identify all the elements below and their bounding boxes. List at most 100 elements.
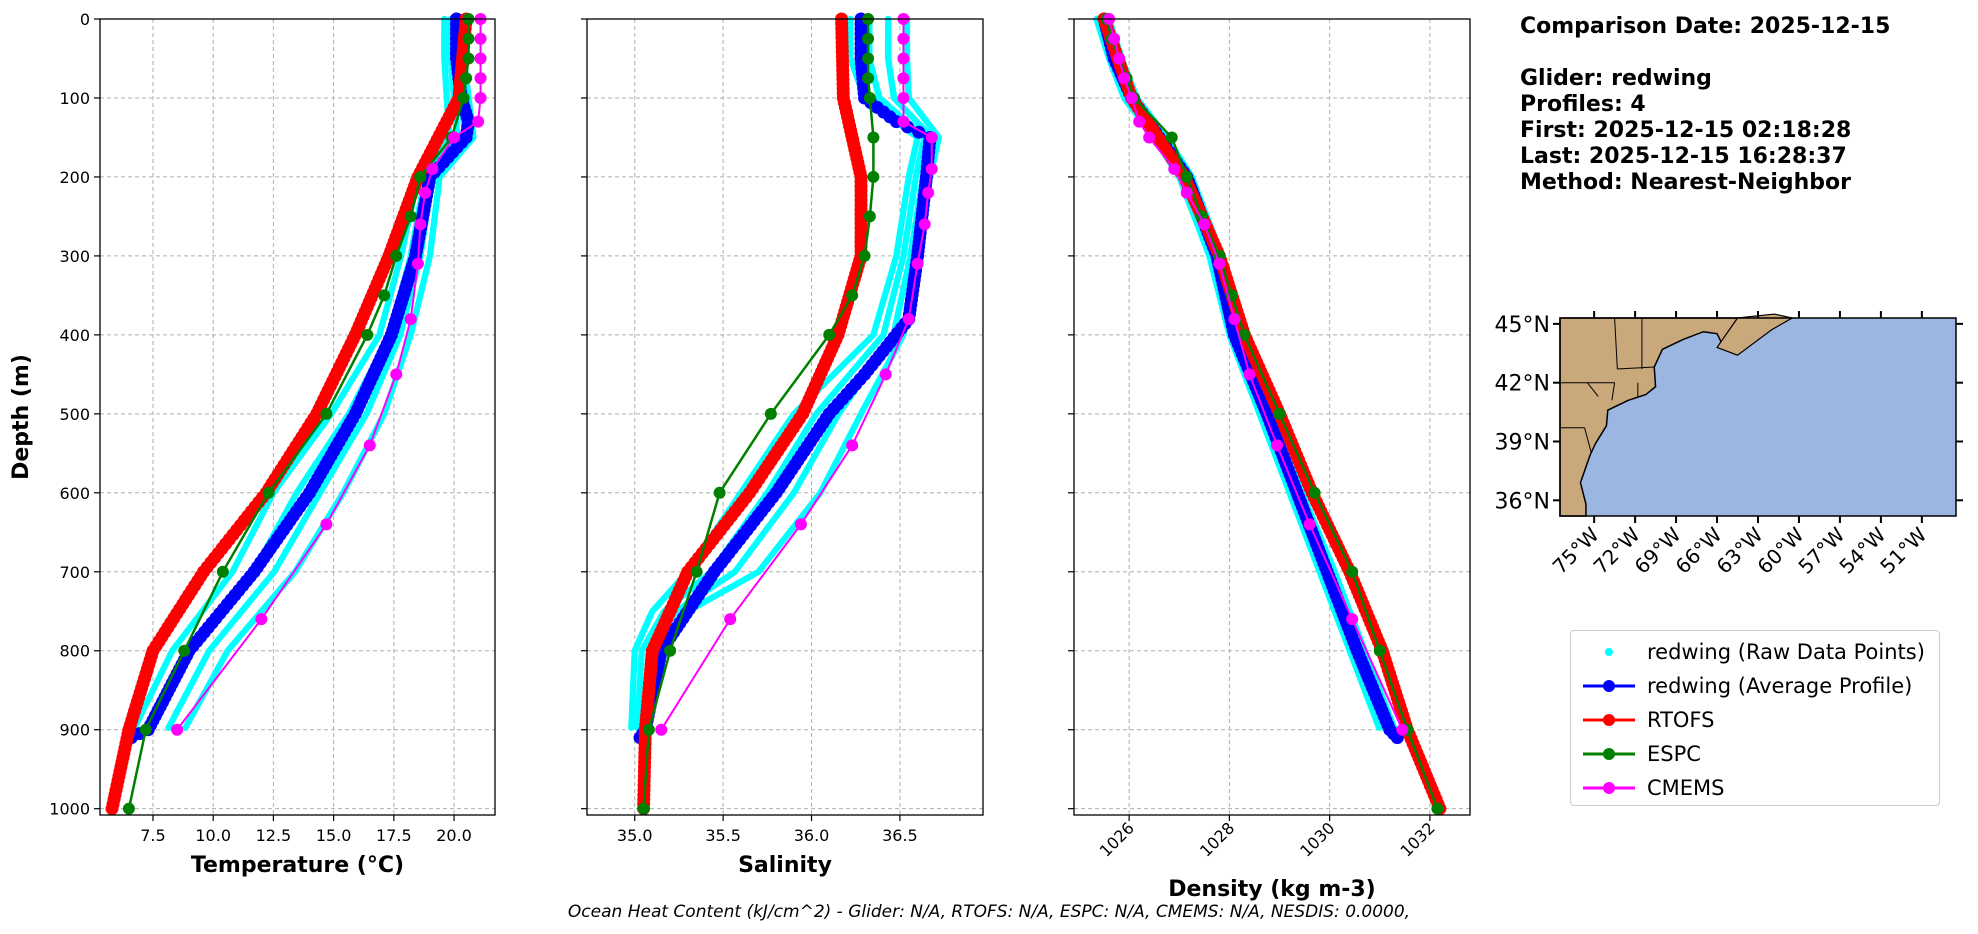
series-line-redwing-average-profile- [128, 16, 472, 741]
data-point [724, 613, 737, 626]
series-markers [633, 12, 937, 745]
raw-point [182, 724, 189, 731]
y-tick-label: 600 [59, 484, 90, 503]
data-point [902, 313, 915, 326]
y-tick-label: 400 [59, 326, 90, 345]
y-tick-label: 700 [59, 563, 90, 582]
series-markers [655, 13, 938, 736]
x-tick-label: 35.0 [617, 826, 653, 845]
salinity-panel: 35.0 35.5 36.0 36.5 Salinity [581, 12, 984, 878]
data-point [867, 170, 880, 183]
data-point [922, 186, 935, 199]
data-point [122, 802, 135, 815]
x-axis-label: Salinity [738, 853, 832, 878]
data-point [460, 72, 473, 85]
axes-frame [99, 18, 496, 816]
data-point [419, 186, 432, 199]
raw-data-points [131, 15, 477, 731]
data-point [171, 723, 184, 736]
raw-point [165, 724, 172, 731]
raw-point [628, 724, 635, 731]
data-point [897, 32, 910, 45]
data-point [472, 115, 485, 128]
data-point [637, 802, 650, 815]
series-markers [105, 12, 473, 816]
data-point [139, 723, 152, 736]
data-point [918, 218, 931, 231]
data-point [925, 131, 938, 144]
data-point [448, 131, 461, 144]
data-point [794, 518, 807, 531]
data-point [474, 72, 487, 85]
data-point [764, 407, 777, 420]
data-point [862, 72, 875, 85]
data-point [426, 163, 439, 176]
data-point [823, 328, 836, 341]
data-point [925, 163, 938, 176]
data-point [363, 439, 376, 452]
data-point [664, 644, 677, 657]
data-point [404, 210, 417, 223]
x-tick-label: 12.5 [256, 826, 292, 845]
series-line-cmems [176, 18, 482, 731]
data-point [862, 32, 875, 45]
y-axis-label: Depth (m) [9, 354, 34, 480]
y-tick-label: 100 [59, 89, 90, 108]
data-point [642, 723, 655, 736]
data-point [655, 723, 668, 736]
data-point [320, 407, 333, 420]
data-point [474, 32, 487, 45]
data-point [462, 32, 475, 45]
data-point [897, 91, 910, 104]
data-point [411, 257, 424, 270]
y-tick-label: 300 [59, 247, 90, 266]
data-point [867, 131, 880, 144]
x-axis-label: Temperature (°C) [191, 853, 404, 878]
data-point [414, 218, 427, 231]
data-point [879, 368, 892, 381]
data-point [474, 52, 487, 65]
data-point [897, 72, 910, 85]
series-markers [122, 13, 475, 815]
data-point [457, 91, 470, 104]
data-point [863, 210, 876, 223]
data-point [690, 565, 703, 578]
x-tick-label: 7.5 [140, 826, 165, 845]
data-point [713, 486, 726, 499]
data-point [846, 439, 859, 452]
series-markers [171, 13, 487, 736]
data-point [378, 289, 391, 302]
data-point [911, 257, 924, 270]
data-point [897, 52, 910, 65]
data-point [216, 565, 229, 578]
y-tick-label: 900 [59, 721, 90, 740]
x-tick-label: 36.5 [882, 826, 918, 845]
x-tick-label: 36.0 [794, 826, 830, 845]
data-point [178, 644, 191, 657]
x-tick-label: 35.5 [705, 826, 741, 845]
data-point [474, 91, 487, 104]
y-tick-label: 500 [59, 405, 90, 424]
data-point [390, 368, 403, 381]
data-point [255, 613, 268, 626]
data-point [462, 52, 475, 65]
data-point [105, 802, 119, 816]
data-point [414, 170, 427, 183]
y-tick-label: 0 [80, 10, 90, 29]
y-tick-label: 1000 [49, 800, 90, 819]
data-point [320, 518, 333, 531]
x-tick-label: 15.0 [316, 826, 352, 845]
series-markers [637, 13, 880, 815]
y-tick-label: 200 [59, 168, 90, 187]
data-point [858, 249, 871, 262]
data-point [404, 313, 417, 326]
data-point [361, 328, 374, 341]
data-point [390, 249, 403, 262]
x-tick-label: 20.0 [436, 826, 472, 845]
y-tick-label: 800 [59, 642, 90, 661]
axes-frame [586, 18, 984, 816]
series-markers [124, 12, 476, 745]
data-point [862, 52, 875, 65]
